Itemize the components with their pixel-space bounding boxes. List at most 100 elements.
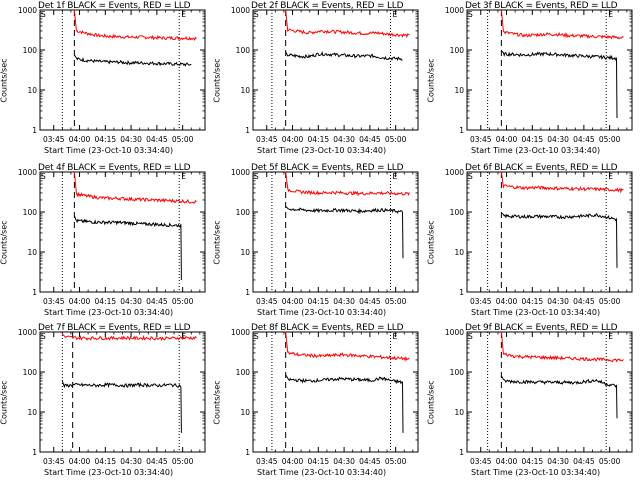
- x-tick-label: 05:00: [599, 297, 621, 306]
- x-tick-label: 03:45: [43, 457, 65, 466]
- y-tick-label: 1000: [445, 6, 464, 15]
- y-tick-label: 10: [27, 248, 37, 257]
- x-tick-label: 04:30: [120, 457, 142, 466]
- x-tick-label: 04:00: [282, 297, 304, 306]
- x-tick-label: 03:45: [470, 135, 492, 144]
- x-tick-label: 04:00: [69, 457, 91, 466]
- chart-panel-7: Det 7f BLACK = Events, RED = LLD Counts/s…: [0, 322, 210, 480]
- x-tick-label: 03:45: [256, 135, 278, 144]
- start-marker: S: [41, 172, 46, 181]
- x-tick-label: 04:45: [359, 297, 381, 306]
- x-tick-label: 03:45: [470, 457, 492, 466]
- x-tick-label: 04:30: [333, 135, 355, 144]
- chart-panel-5: Det 5f BLACK = Events, RED = LLD Counts/s…: [213, 162, 423, 320]
- plot-frame: [466, 9, 633, 131]
- x-axis-label: Start Time (23-Oct-10 03:34:40): [471, 146, 601, 155]
- chart-plot: 1 10 100 1000 03:45 04:00 04:15 04:30 04:45 05:00…: [445, 328, 633, 466]
- series-events-black: [73, 215, 182, 281]
- chart-panel-9: Det 9f BLACK = Events, RED = LLD Counts/s…: [427, 322, 637, 480]
- start-marker: S: [254, 172, 259, 181]
- x-tick-label: 05:00: [172, 297, 194, 306]
- start-marker: S: [41, 10, 46, 19]
- y-tick-label: 1: [245, 126, 250, 135]
- y-tick-label: 100: [236, 208, 251, 217]
- series-events-black: [285, 205, 404, 259]
- x-tick-label: 04:15: [308, 297, 330, 306]
- x-tick-label: 04:45: [146, 297, 168, 306]
- y-tick-label: 1000: [18, 328, 37, 337]
- y-tick-label: 10: [27, 86, 37, 95]
- x-tick-label: 04:45: [573, 135, 595, 144]
- chart-panel-1: Det 1f BLACK = Events, RED = LLD Counts/s…: [0, 0, 210, 158]
- x-tick-label: 03:45: [43, 297, 65, 306]
- chart-panel-3: Det 3f BLACK = Events, RED = LLD Counts/s…: [427, 0, 637, 158]
- y-tick-label: 1: [459, 126, 464, 135]
- y-tick-label: 10: [240, 408, 250, 417]
- x-axis-label: Start Time (23-Oct-10 03:34:40): [44, 468, 174, 477]
- chart-title: Det 8f BLACK = Events, RED = LLD: [251, 323, 404, 333]
- start-marker: S: [254, 332, 259, 341]
- x-tick-label: 04:00: [496, 457, 518, 466]
- end-marker: E: [181, 172, 186, 181]
- end-marker: E: [393, 10, 398, 19]
- x-tick-label: 04:30: [120, 135, 142, 144]
- y-tick-label: 100: [23, 46, 38, 55]
- chart-title: Det 5f BLACK = Events, RED = LLD: [251, 163, 404, 173]
- y-tick-label: 100: [450, 208, 465, 217]
- start-marker: S: [468, 10, 473, 19]
- series-lld-red: [500, 331, 624, 363]
- x-tick-label: 04:45: [573, 297, 595, 306]
- plot-frame: [39, 9, 206, 131]
- chart-panel-4: Det 4f BLACK = Events, RED = LLD Counts/s…: [0, 162, 210, 320]
- y-tick-label: 100: [236, 368, 251, 377]
- x-axis-label: Start Time (23-Oct-10 03:34:40): [44, 308, 174, 317]
- x-tick-label: 04:15: [95, 457, 117, 466]
- y-tick-label: 1000: [231, 168, 250, 177]
- series-lld-red: [285, 171, 410, 197]
- chart-panel-2: Det 2f BLACK = Events, RED = LLD Counts/s…: [213, 0, 423, 158]
- y-tick-label: 1000: [445, 328, 464, 337]
- chart-title: Det 1f BLACK = Events, RED = LLD: [38, 1, 191, 11]
- series-lld-red: [61, 333, 197, 342]
- x-tick-label: 04:45: [573, 457, 595, 466]
- series-events-black: [285, 374, 404, 433]
- y-tick-label: 1: [32, 126, 37, 135]
- x-tick-label: 03:45: [256, 297, 278, 306]
- x-tick-label: 04:30: [547, 297, 569, 306]
- y-tick-label: 10: [240, 86, 250, 95]
- x-tick-label: 04:15: [522, 457, 544, 466]
- chart-plot: 1 10 100 1000 03:45 04:00 04:15 04:30 04:45 05:00…: [18, 328, 206, 466]
- y-tick-label: 10: [240, 248, 250, 257]
- x-tick-label: 04:00: [282, 457, 304, 466]
- x-tick-label: 04:15: [308, 135, 330, 144]
- y-tick-label: 10: [454, 408, 464, 417]
- series-events-black: [500, 375, 618, 419]
- chart-title: Det 3f BLACK = Events, RED = LLD: [465, 1, 618, 11]
- x-tick-label: 04:15: [308, 457, 330, 466]
- x-axis-label: Start Time (23-Oct-10 03:34:40): [471, 468, 601, 477]
- y-tick-label: 1: [245, 448, 250, 457]
- series-lld-red: [500, 9, 624, 40]
- x-tick-label: 03:45: [256, 457, 278, 466]
- x-tick-label: 05:00: [385, 457, 407, 466]
- plot-frame: [466, 171, 633, 293]
- start-marker: S: [468, 332, 473, 341]
- series-lld-red: [500, 171, 624, 194]
- y-tick-label: 10: [27, 408, 37, 417]
- x-tick-label: 04:45: [146, 457, 168, 466]
- end-marker: E: [608, 10, 613, 19]
- chart-title: Det 2f BLACK = Events, RED = LLD: [251, 1, 404, 11]
- chart-plot: 1 10 100 1000 03:45 04:00 04:15 04:30 04:45 05:00…: [445, 168, 633, 306]
- y-tick-label: 100: [23, 368, 38, 377]
- plot-frame: [39, 331, 206, 453]
- x-axis-label: Start Time (23-Oct-10 03:34:40): [257, 308, 387, 317]
- x-tick-label: 04:00: [69, 135, 91, 144]
- chart-title: Det 4f BLACK = Events, RED = LLD: [38, 163, 191, 173]
- y-tick-label: 1000: [231, 6, 250, 15]
- chart-plot: 1 10 100 1000 03:45 04:00 04:15 04:30 04:45 05:00…: [231, 328, 419, 466]
- x-tick-label: 04:15: [522, 297, 544, 306]
- start-marker: S: [41, 332, 46, 341]
- chart-plot: 1 10 100 1000 03:45 04:00 04:15 04:30 04:45 05:00…: [18, 168, 206, 306]
- plot-frame: [466, 331, 633, 453]
